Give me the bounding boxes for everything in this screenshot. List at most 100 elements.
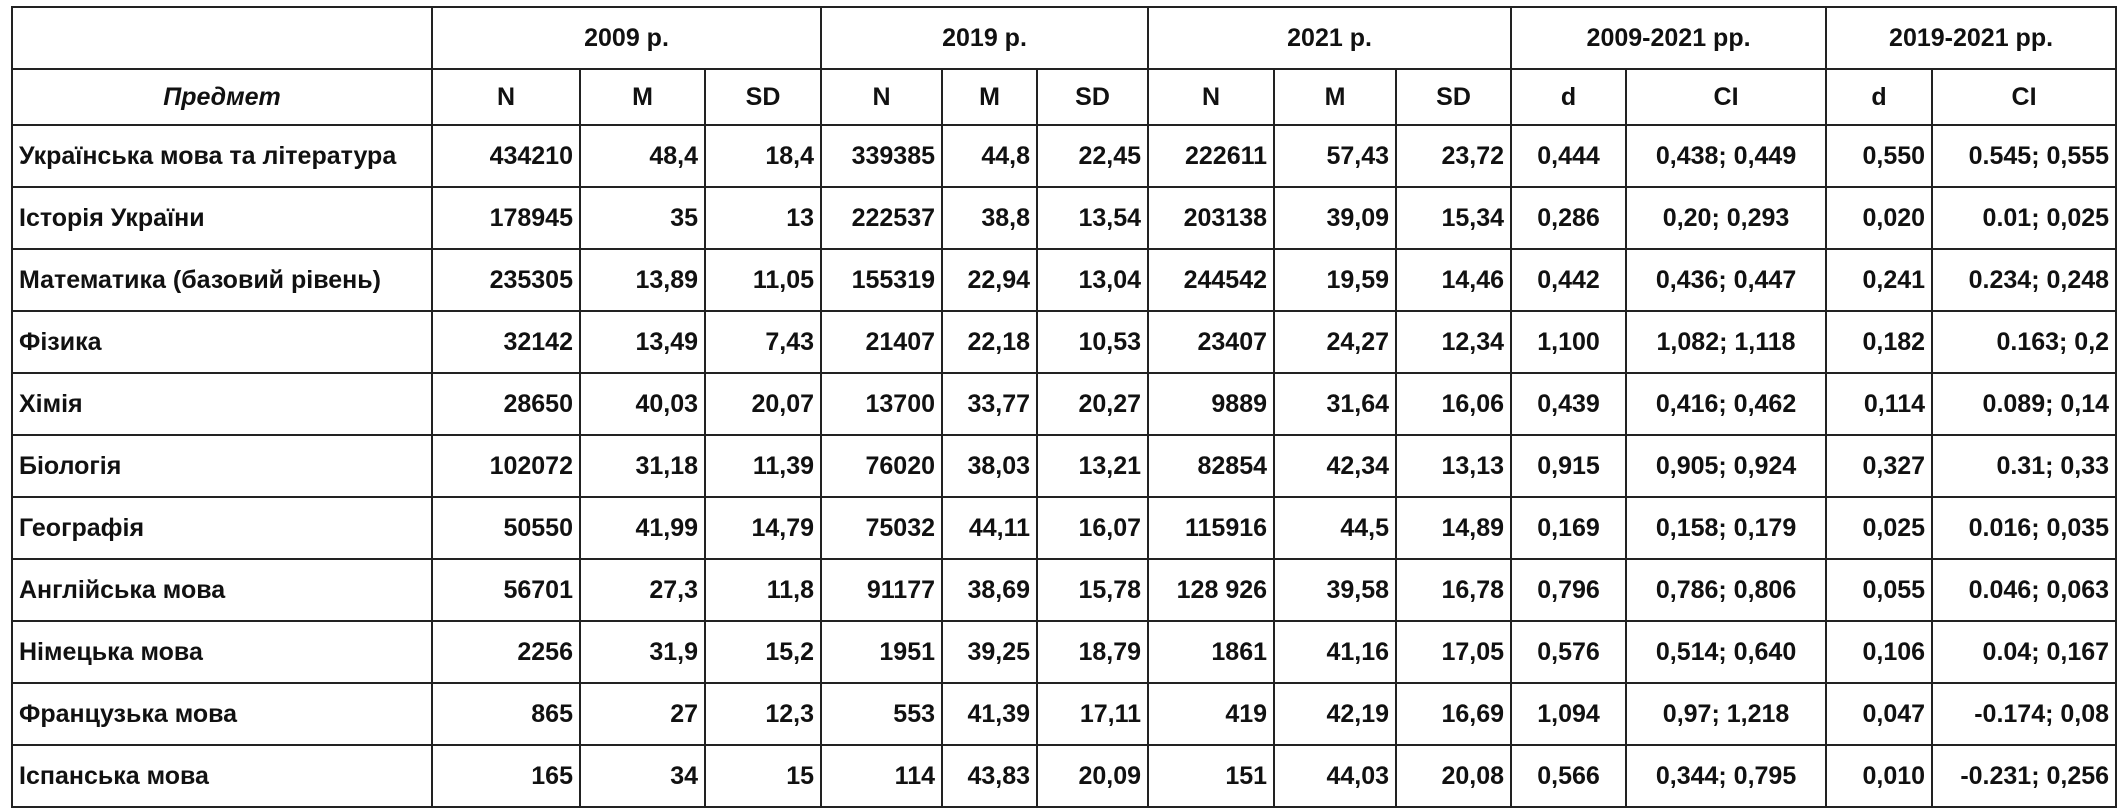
- column-header: SD: [1395, 68, 1513, 126]
- value-cell: 56701: [431, 558, 581, 622]
- value-cell: 1861: [1147, 620, 1276, 684]
- value-cell: 13,21: [1036, 434, 1150, 498]
- value-cell: 203138: [1147, 186, 1276, 250]
- value-cell: 0,241: [1825, 248, 1934, 312]
- value-cell: 16,69: [1395, 682, 1513, 746]
- value-cell: 20,09: [1036, 744, 1150, 808]
- value-cell: 31,18: [579, 434, 706, 498]
- value-cell: 23407: [1147, 310, 1276, 374]
- value-cell: 0.545; 0,555: [1931, 124, 2118, 188]
- value-cell: 43,83: [941, 744, 1039, 808]
- column-header: N: [431, 68, 581, 126]
- value-cell: 16,06: [1395, 372, 1513, 436]
- value-cell: 235305: [431, 248, 581, 312]
- value-cell: 339385: [820, 124, 944, 188]
- data-row: Німецька мова 2256 31,9 15,2 1951 39,25 18,79 1…: [11, 620, 2118, 684]
- value-cell: 39,58: [1273, 558, 1398, 622]
- value-cell: 50550: [431, 496, 581, 560]
- value-cell: 15,2: [703, 620, 823, 684]
- value-cell: 0,796: [1510, 558, 1628, 622]
- value-cell: 0,20; 0,293: [1625, 186, 1828, 250]
- value-cell: 0.01; 0,025: [1931, 186, 2118, 250]
- value-cell: 178945: [431, 186, 581, 250]
- value-cell: 14,79: [703, 496, 823, 560]
- corner-cell: [11, 6, 433, 70]
- column-header: M: [579, 68, 706, 126]
- value-cell: 0,158; 0,179: [1625, 496, 1828, 560]
- value-cell: 0,286: [1510, 186, 1628, 250]
- value-cell: 13,49: [579, 310, 706, 374]
- value-cell: 27: [579, 682, 706, 746]
- value-cell: -0.231; 0,256: [1931, 744, 2118, 808]
- subject-cell: Німецька мова: [11, 620, 433, 684]
- subject-cell: Математика (базовий рівень): [11, 248, 433, 312]
- value-cell: 91177: [820, 558, 944, 622]
- value-cell: 0,550: [1825, 124, 1934, 188]
- value-cell: 0,439: [1510, 372, 1628, 436]
- value-cell: 0,025: [1825, 496, 1934, 560]
- column-header: M: [1273, 68, 1398, 126]
- subject-cell: Фізика: [11, 310, 433, 374]
- value-cell: 18,79: [1036, 620, 1150, 684]
- value-cell: 0.163; 0,2: [1931, 310, 2118, 374]
- value-cell: 15,78: [1036, 558, 1150, 622]
- data-row: Українська мова та література 434210 48,4 1…: [11, 124, 2118, 188]
- value-cell: 0,444: [1510, 124, 1628, 188]
- column-header: SD: [1036, 68, 1150, 126]
- value-cell: 1,082; 1,118: [1625, 310, 1828, 374]
- group-header: 2009 р.: [430, 6, 823, 70]
- value-cell: 0,442: [1510, 248, 1628, 312]
- value-cell: 14,89: [1395, 496, 1513, 560]
- column-header-row: Предмет N M SD N M SD N M SD d CI d CI: [11, 68, 2118, 126]
- value-cell: 151: [1147, 744, 1276, 808]
- value-cell: 13,89: [579, 248, 706, 312]
- subject-cell: Іспанська мова: [11, 744, 433, 808]
- table-container: 2009 р. 2019 р. 2021 р. 2009-2021 рр. 2019-2…: [11, 6, 2118, 808]
- value-cell: 16,07: [1036, 496, 1150, 560]
- value-cell: 13700: [820, 372, 944, 436]
- value-cell: 39,09: [1273, 186, 1398, 250]
- value-cell: 33,77: [941, 372, 1039, 436]
- value-cell: 20,07: [703, 372, 823, 436]
- value-cell: 23,72: [1395, 124, 1513, 188]
- value-cell: 38,8: [941, 186, 1039, 250]
- value-cell: 57,43: [1273, 124, 1398, 188]
- value-cell: 0,344; 0,795: [1625, 744, 1828, 808]
- value-cell: 553: [820, 682, 944, 746]
- data-row: Історія України 178945 35 13 222537 38,8 13,54…: [11, 186, 2118, 250]
- value-cell: 0,055: [1825, 558, 1934, 622]
- column-header: N: [820, 68, 944, 126]
- value-cell: 22,94: [941, 248, 1039, 312]
- results-table: 2009 р. 2019 р. 2021 р. 2009-2021 рр. 2019-2…: [11, 6, 2118, 808]
- value-cell: 0,436; 0,447: [1625, 248, 1828, 312]
- value-cell: 0,169: [1510, 496, 1628, 560]
- value-cell: 865: [431, 682, 581, 746]
- value-cell: 44,11: [941, 496, 1039, 560]
- value-cell: 1951: [820, 620, 944, 684]
- data-row: Іспанська мова 165 34 15 114 43,83 20,09 151 44,…: [11, 744, 2118, 808]
- value-cell: 16,78: [1395, 558, 1513, 622]
- value-cell: 41,99: [579, 496, 706, 560]
- value-cell: 13: [703, 186, 823, 250]
- value-cell: 0,010: [1825, 744, 1934, 808]
- value-cell: 19,59: [1273, 248, 1398, 312]
- value-cell: 28650: [431, 372, 581, 436]
- data-row: Математика (базовий рівень) 235305 13,89 11…: [11, 248, 2118, 312]
- value-cell: 0,915: [1510, 434, 1628, 498]
- value-cell: 0.016; 0,035: [1931, 496, 2118, 560]
- subject-cell: Українська мова та література: [11, 124, 433, 188]
- value-cell: 75032: [820, 496, 944, 560]
- value-cell: 419: [1147, 682, 1276, 746]
- value-cell: 42,19: [1273, 682, 1398, 746]
- value-cell: 115916: [1147, 496, 1276, 560]
- value-cell: 114: [820, 744, 944, 808]
- value-cell: 0.31; 0,33: [1931, 434, 2118, 498]
- subject-cell: Англійська мова: [11, 558, 433, 622]
- value-cell: 20,08: [1395, 744, 1513, 808]
- value-cell: 102072: [431, 434, 581, 498]
- value-cell: 0,566: [1510, 744, 1628, 808]
- value-cell: 39,25: [941, 620, 1039, 684]
- value-cell: 15,34: [1395, 186, 1513, 250]
- value-cell: 20,27: [1036, 372, 1150, 436]
